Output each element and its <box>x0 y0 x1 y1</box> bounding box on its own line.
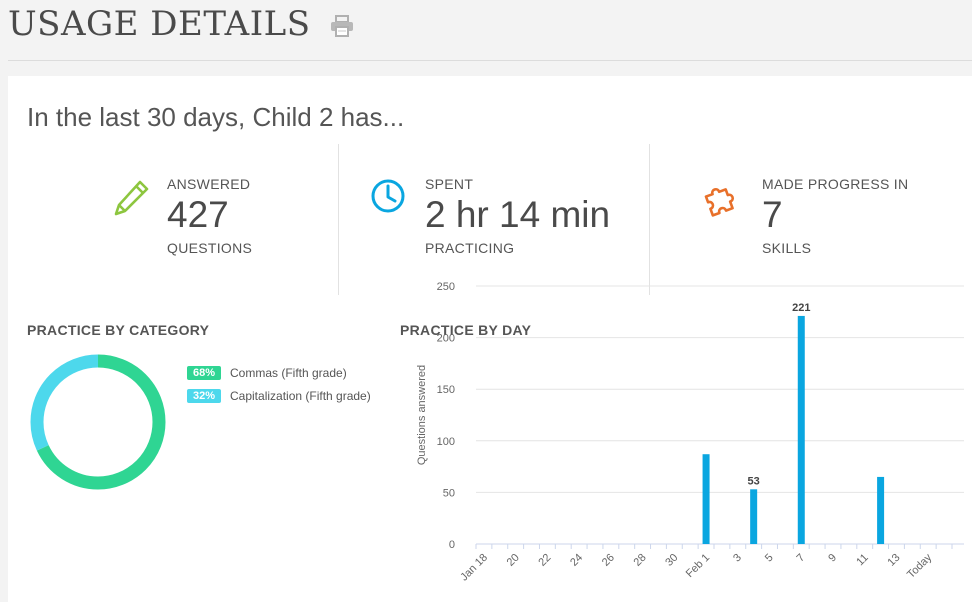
stat-divider <box>649 144 650 295</box>
category-section-title: PRACTICE BY CATEGORY <box>27 322 210 338</box>
usage-card: In the last 30 days, Child 2 has... ANSW… <box>8 76 972 602</box>
header-divider <box>8 60 972 61</box>
pencil-icon <box>114 180 149 216</box>
page-header: USAGE DETAILS <box>8 0 355 48</box>
clock-icon <box>371 179 405 213</box>
legend-label: Capitalization (Fifth grade) <box>230 388 371 403</box>
category-donut-chart <box>30 354 166 490</box>
stat-value: 427 <box>167 194 229 235</box>
y-tick-label: 100 <box>437 436 455 448</box>
percent-badge: 32% <box>187 388 221 403</box>
data-label: 53 <box>748 475 760 487</box>
stat-value: 7 <box>762 194 783 235</box>
y-tick-label: 150 <box>437 384 455 396</box>
stat-sub: PRACTICING <box>425 240 515 256</box>
legend-item-capitalization: 32% Capitalization (Fifth grade) <box>187 384 371 407</box>
page-title: USAGE DETAILS <box>8 4 311 44</box>
daily-section-title: PRACTICE BY DAY <box>400 322 532 338</box>
legend-label: Commas (Fifth grade) <box>230 365 347 380</box>
category-legend: 68% Commas (Fifth grade) 32% Capitalizat… <box>187 361 371 407</box>
bar-feb-1[interactable] <box>702 454 710 544</box>
printer-icon[interactable] <box>329 14 355 38</box>
stat-divider <box>338 144 339 295</box>
summary-heading: In the last 30 days, Child 2 has... <box>27 102 405 132</box>
percent-badge: 68% <box>187 365 221 380</box>
y-tick-label: 50 <box>443 487 455 499</box>
legend-item-commas: 68% Commas (Fifth grade) <box>187 361 371 384</box>
donut-slice-1 <box>30 354 166 490</box>
y-tick-label: 250 <box>437 281 455 293</box>
y-tick-label: 200 <box>437 333 455 345</box>
y-tick-label: 0 <box>449 539 455 551</box>
y-axis-label: Questions answered <box>416 365 428 465</box>
bar-feb-12[interactable] <box>877 476 885 544</box>
stat-label: MADE PROGRESS IN <box>762 176 909 192</box>
stat-sub: SKILLS <box>762 240 812 256</box>
bar-feb-7[interactable] <box>797 315 805 544</box>
data-label: 221 <box>792 302 810 314</box>
puzzle-piece-icon <box>704 187 734 217</box>
stat-label: SPENT <box>425 176 474 192</box>
stat-value: 2 hr 14 min <box>425 194 611 235</box>
stat-label: ANSWERED <box>167 176 251 192</box>
bar-feb-4[interactable] <box>750 489 758 544</box>
stat-sub: QUESTIONS <box>167 240 253 256</box>
